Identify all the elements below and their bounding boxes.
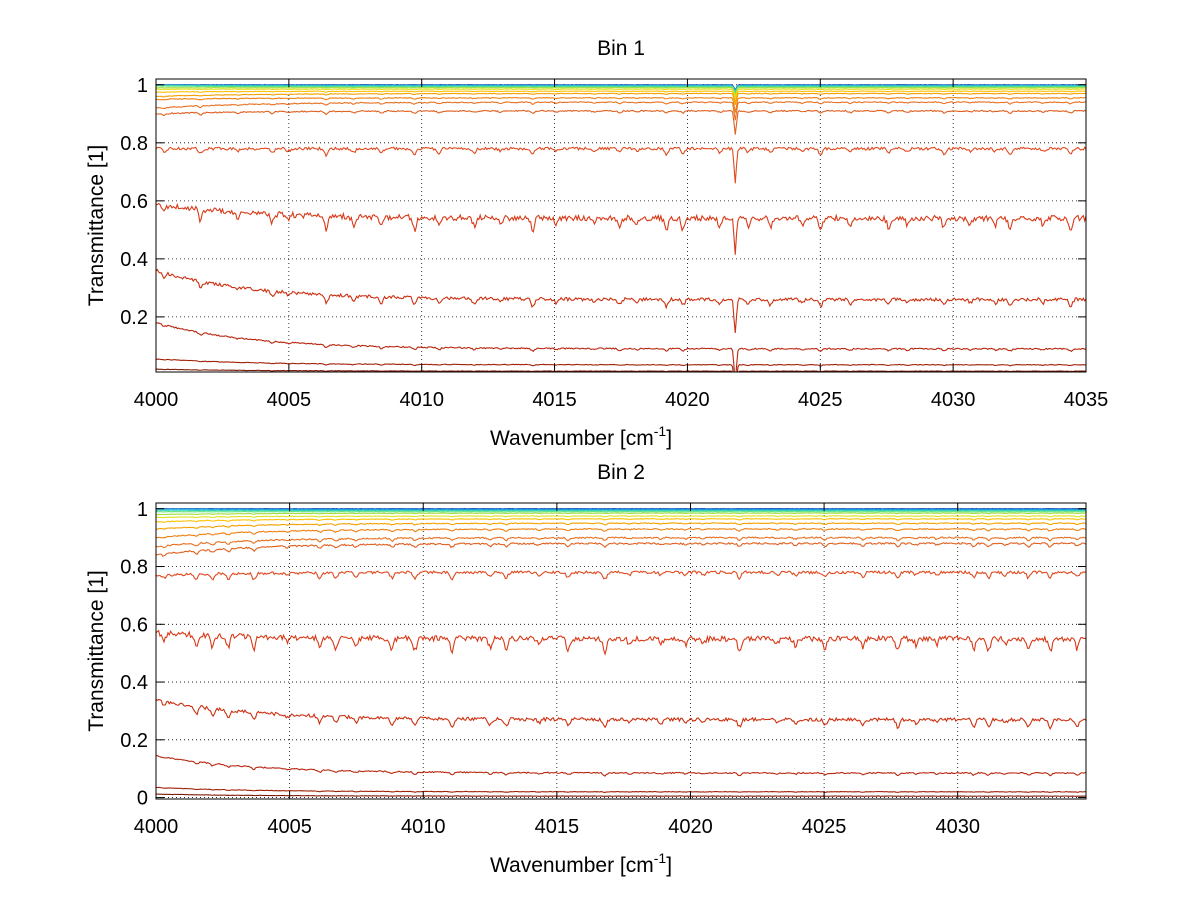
series-line bbox=[156, 527, 1086, 539]
series-line bbox=[156, 786, 1086, 793]
series-line bbox=[156, 517, 1086, 523]
series-line bbox=[156, 109, 1086, 135]
x-tick-label: 4020 bbox=[668, 816, 713, 838]
series-group bbox=[156, 84, 1086, 372]
x-tick-label: 4010 bbox=[401, 816, 446, 838]
y-tick-label: 0.4 bbox=[120, 672, 148, 694]
y-tick-label: 0.8 bbox=[120, 557, 148, 579]
series-line bbox=[156, 358, 1086, 372]
x-tick-label: 4010 bbox=[399, 389, 444, 411]
x-tick-label: 4035 bbox=[1064, 389, 1109, 411]
series-line bbox=[156, 698, 1086, 730]
series-line bbox=[156, 90, 1086, 104]
x-tick-label: 4030 bbox=[931, 389, 976, 411]
series-line bbox=[156, 508, 1086, 511]
y-tick-label: 0.4 bbox=[120, 249, 148, 271]
y-axis-label: Transmittance [1] bbox=[85, 570, 108, 731]
x-tick-label: 4030 bbox=[935, 816, 980, 838]
series-line bbox=[156, 92, 1086, 105]
chart-title: Bin 1 bbox=[597, 37, 645, 60]
y-tick-label: 0.6 bbox=[120, 614, 148, 636]
series-line bbox=[156, 85, 1086, 96]
x-axis-label: Wavenumber [cm-1] bbox=[490, 850, 672, 877]
series-line bbox=[156, 268, 1086, 334]
series-line bbox=[156, 536, 1086, 549]
series-line bbox=[156, 754, 1086, 777]
series-line bbox=[156, 86, 1086, 97]
series-line bbox=[156, 88, 1086, 100]
x-tick-label: 4000 bbox=[134, 816, 179, 838]
y-tick-label: 1 bbox=[137, 499, 148, 521]
x-tick-label: 4025 bbox=[802, 816, 847, 838]
series-line bbox=[156, 512, 1086, 516]
series-line bbox=[156, 202, 1086, 255]
series-line bbox=[156, 569, 1086, 581]
x-tick-label: 4015 bbox=[535, 816, 580, 838]
x-tick-label: 4005 bbox=[267, 389, 312, 411]
y-tick-label: 0 bbox=[137, 788, 148, 810]
series-line bbox=[156, 84, 1086, 94]
x-tick-label: 4025 bbox=[798, 389, 843, 411]
x-tick-label: 4005 bbox=[267, 816, 312, 838]
bin-1-panel: 4000 4005 4010 4015 4020 4025 4030 4035 0.2 0.4 0.… bbox=[85, 37, 1108, 450]
x-tick-label: 4000 bbox=[134, 389, 179, 411]
series-line bbox=[156, 101, 1086, 121]
series-line bbox=[156, 510, 1086, 513]
series-line bbox=[156, 629, 1086, 656]
series-line bbox=[156, 522, 1086, 530]
chart-title: Bin 2 bbox=[597, 461, 645, 484]
y-axis-label: Transmittance [1] bbox=[85, 145, 108, 306]
x-axis-label: Wavenumber [cm-1] bbox=[490, 423, 672, 450]
series-group bbox=[156, 508, 1086, 797]
series-line bbox=[156, 96, 1086, 113]
series-line bbox=[156, 793, 1086, 797]
series-line bbox=[156, 509, 1086, 512]
series-line bbox=[156, 322, 1086, 372]
axes-frame bbox=[155, 502, 1087, 800]
y-tick-label: 0.8 bbox=[120, 133, 148, 155]
series-line bbox=[156, 368, 1086, 372]
x-tick-label: 4020 bbox=[665, 389, 710, 411]
plot-area bbox=[156, 503, 1086, 799]
series-line bbox=[156, 515, 1086, 519]
bin-2-panel: 4000 4005 4010 4015 4020 4025 4030 0 0.2 0.4 0.6 0.… bbox=[85, 461, 1087, 877]
axes-frame bbox=[155, 78, 1087, 373]
y-tick-label: 0.6 bbox=[120, 191, 148, 213]
y-tick-label: 1 bbox=[137, 75, 148, 97]
y-tick-label: 0.2 bbox=[120, 730, 148, 752]
series-line bbox=[156, 146, 1086, 184]
x-tick-label: 4015 bbox=[532, 389, 577, 411]
y-tick-label: 0.2 bbox=[120, 307, 148, 329]
series-line bbox=[156, 541, 1086, 557]
